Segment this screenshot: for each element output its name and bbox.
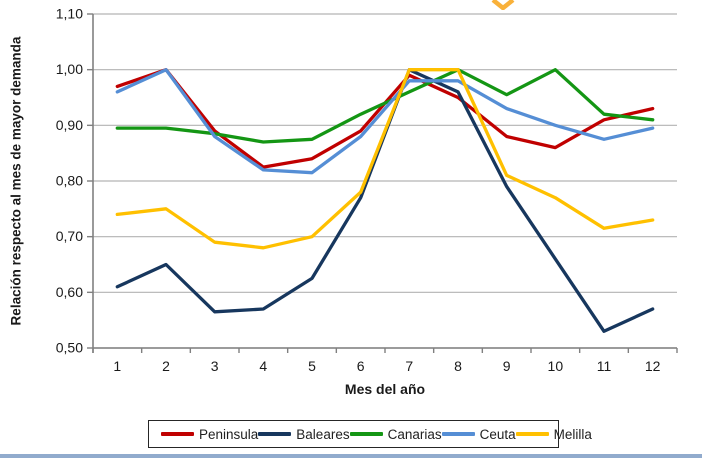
legend-label: Baleares	[296, 426, 350, 442]
x-tick-label: 9	[503, 358, 511, 374]
y-tick-label: 0,60	[56, 284, 83, 300]
bottom-divider-bar	[0, 454, 702, 458]
legend-item-baleares: Baleares	[258, 426, 350, 442]
legend-swatch-baleares	[258, 432, 292, 436]
x-tick-label: 6	[357, 358, 365, 374]
legend-item-canarias: Canarias	[349, 426, 442, 442]
x-tick-label: 11	[597, 358, 612, 374]
series-line-melilla	[115, 68, 655, 250]
legend-swatch-peninsula	[161, 432, 194, 436]
legend-label: Ceuta	[479, 426, 516, 442]
x-tick-label: 2	[162, 358, 170, 374]
x-tick-label: 7	[405, 358, 413, 374]
legend-label: Canarias	[387, 426, 442, 442]
x-tick-label: 5	[308, 358, 316, 374]
legend-label: Peninsula	[199, 426, 259, 442]
x-tick-label: 4	[259, 358, 267, 374]
x-tick-label: 1	[113, 358, 121, 374]
x-tick-label: 10	[548, 358, 564, 374]
series-line-canarias	[115, 68, 655, 144]
y-tick-label: 0,50	[56, 340, 83, 356]
y-tick-label: 0,70	[56, 228, 83, 244]
legend-item-peninsula: Peninsula	[161, 427, 258, 442]
legend-item-melilla: Melilla	[515, 426, 592, 442]
legend-label: Melilla	[553, 426, 592, 442]
series-line-ceuta	[115, 68, 655, 175]
y-tick-label: 1,00	[56, 61, 83, 77]
orange-chevron-icon	[491, 0, 515, 10]
y-tick-label: 0,90	[56, 117, 83, 133]
x-axis-title: Mes del año	[344, 381, 426, 397]
legend-item-ceuta: Ceuta	[441, 426, 516, 442]
y-tick-label: 0,80	[56, 173, 83, 189]
x-tick-label: 8	[454, 358, 462, 374]
x-tick-label: 3	[211, 358, 219, 374]
legend-swatch-ceuta	[441, 432, 475, 436]
x-tick-label: 12	[645, 358, 661, 374]
y-tick-label: 1,10	[56, 6, 83, 22]
legend-swatch-melilla	[515, 432, 549, 436]
legend-swatch-canarias	[349, 432, 383, 436]
y-axis-title: Relación respecto al mes de mayor demand…	[8, 36, 24, 326]
legend: Peninsula Baleares Canarias Ceuta Melilla	[148, 420, 592, 448]
